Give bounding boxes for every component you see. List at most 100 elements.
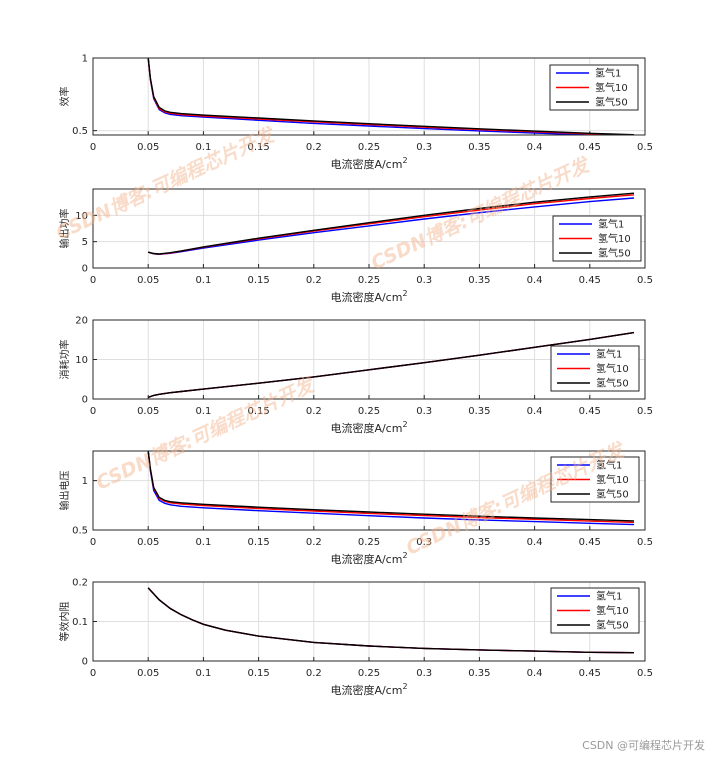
y-tick-label: 0 [82, 657, 88, 668]
y-axis-label: 输出功率 [58, 209, 71, 249]
legend-entry: 氢气1 [596, 590, 622, 603]
x-tick-label: 0.25 [358, 537, 380, 548]
chart-panel-4: 0 0.05 0.1 0.15 0.2 0.25 0.3 0.35 0.4 0.45 0.5 0.5 1… [58, 450, 653, 566]
series-line-3 [147, 587, 635, 654]
x-tick-label: 0.35 [468, 537, 490, 548]
x-tick-label: 0.05 [137, 537, 159, 548]
x-tick-label: 0 [90, 142, 96, 153]
axes-box [92, 319, 646, 400]
x-tick-label: 0.25 [358, 142, 380, 153]
x-tick-label: 0 [90, 275, 96, 286]
y-tick-label: 0.5 [72, 126, 88, 137]
chart-panel-2: 0 0.05 0.1 0.15 0.2 0.25 0.3 0.35 0.4 0.45 0.5 0 5 10… [58, 188, 653, 304]
x-tick-label: 0.3 [416, 275, 432, 286]
axes-box [92, 581, 646, 662]
x-axis-label-sup: 2 [402, 289, 407, 298]
y-tick-label: 20 [75, 316, 88, 327]
x-axis-label: 电流密度A/cm2 [330, 682, 407, 697]
series-line-1 [147, 451, 635, 526]
y-axis-label: 效率 [58, 87, 71, 107]
x-tick-label: 0.1 [195, 537, 211, 548]
x-tick-label: 0.3 [416, 142, 432, 153]
x-tick-label: 0.15 [247, 406, 269, 417]
legend-entry: 氢气1 [596, 459, 622, 472]
x-tick-label: 0.45 [579, 275, 601, 286]
x-tick-label: 0.25 [358, 406, 380, 417]
legend-entry: 氢气10 [595, 81, 628, 94]
x-axis-label: 电流密度A/cm2 [330, 156, 407, 171]
x-axis-label-sup: 2 [402, 682, 407, 691]
series-line-3 [147, 331, 635, 399]
series-line-3 [147, 451, 635, 522]
x-axis-label: 电流密度A/cm2 [330, 551, 407, 566]
x-tick-label: 0.35 [468, 142, 490, 153]
x-tick-label: 0.3 [416, 537, 432, 548]
x-tick-label: 0.2 [306, 275, 322, 286]
x-tick-label: 0.45 [579, 537, 601, 548]
x-axis-label-sup: 2 [402, 551, 407, 560]
x-tick-label: 0.15 [247, 142, 269, 153]
x-tick-label: 0.1 [195, 406, 211, 417]
legend-entry: 氢气50 [596, 619, 629, 632]
series-line-3 [148, 192, 635, 255]
y-tick-label: 1 [82, 476, 88, 487]
legend-entry: 氢气10 [596, 362, 629, 375]
x-tick-label: 0.35 [468, 406, 490, 417]
x-tick-label: 0.1 [195, 275, 211, 286]
x-tick-label: 0.05 [137, 275, 159, 286]
x-tick-label: 0.5 [637, 275, 653, 286]
legend-entry: 氢气50 [598, 247, 631, 260]
legend-entry: 氢气1 [596, 348, 622, 361]
series-line-3 [147, 58, 635, 135]
y-tick-label: 0 [82, 395, 88, 406]
x-tick-label: 0 [90, 537, 96, 548]
chart-panel-5: 0 0.05 0.1 0.15 0.2 0.25 0.3 0.35 0.4 0.45 0.5 0 0.1… [58, 578, 653, 698]
y-axis-label: 消耗功率 [58, 340, 71, 380]
x-tick-label: 0.2 [306, 406, 322, 417]
x-tick-label: 0.35 [468, 275, 490, 286]
chart-panel-3: 0 0.05 0.1 0.15 0.2 0.25 0.3 0.35 0.4 0.45 0.5 0 10 2… [58, 316, 653, 436]
x-tick-label: 0.35 [468, 668, 490, 679]
x-tick-label: 0.2 [306, 537, 322, 548]
axes-box [92, 188, 646, 269]
legend-entry: 氢气50 [595, 96, 628, 109]
legend-entry: 氢气50 [596, 488, 629, 501]
x-tick-label: 0.2 [306, 142, 322, 153]
y-tick-label: 0 [82, 264, 88, 275]
x-tick-label: 0.45 [579, 406, 601, 417]
y-tick-label: 1 [82, 54, 88, 65]
legend-entry: 氢气1 [595, 67, 621, 80]
axes-box [92, 450, 646, 531]
x-tick-label: 0.3 [416, 406, 432, 417]
x-tick-label: 0.15 [247, 275, 269, 286]
x-tick-label: 0.2 [306, 668, 322, 679]
y-tick-label: 0.1 [72, 617, 88, 628]
x-tick-label: 0.4 [527, 668, 543, 679]
x-tick-label: 0.4 [527, 142, 543, 153]
x-tick-label: 0.4 [527, 275, 543, 286]
x-tick-label: 0.05 [137, 406, 159, 417]
x-tick-label: 0.1 [195, 668, 211, 679]
x-tick-label: 0.05 [137, 142, 159, 153]
x-tick-label: 0.15 [247, 668, 269, 679]
legend-entry: 氢气50 [596, 377, 629, 390]
x-tick-label: 0.1 [195, 142, 211, 153]
x-tick-label: 0.15 [247, 537, 269, 548]
x-tick-label: 0.5 [637, 406, 653, 417]
y-tick-label: 0.2 [72, 578, 88, 589]
x-tick-label: 0.45 [579, 142, 601, 153]
x-tick-label: 0.25 [358, 668, 380, 679]
x-tick-label: 0 [90, 668, 96, 679]
chart-panel-1: 0 0.05 0.1 0.15 0.2 0.25 0.3 0.35 0.4 0.45 0.5 0.5 1… [58, 54, 653, 172]
legend-entry: 氢气10 [596, 604, 629, 617]
y-tick-label: 5 [82, 237, 88, 248]
legend-entry: 氢气10 [598, 232, 631, 245]
x-axis-label-sup: 2 [402, 156, 407, 165]
x-tick-label: 0.3 [416, 668, 432, 679]
y-tick-label: 0.5 [72, 526, 88, 537]
y-axis-label: 输出电压 [58, 471, 71, 511]
x-tick-label: 0.05 [137, 668, 159, 679]
